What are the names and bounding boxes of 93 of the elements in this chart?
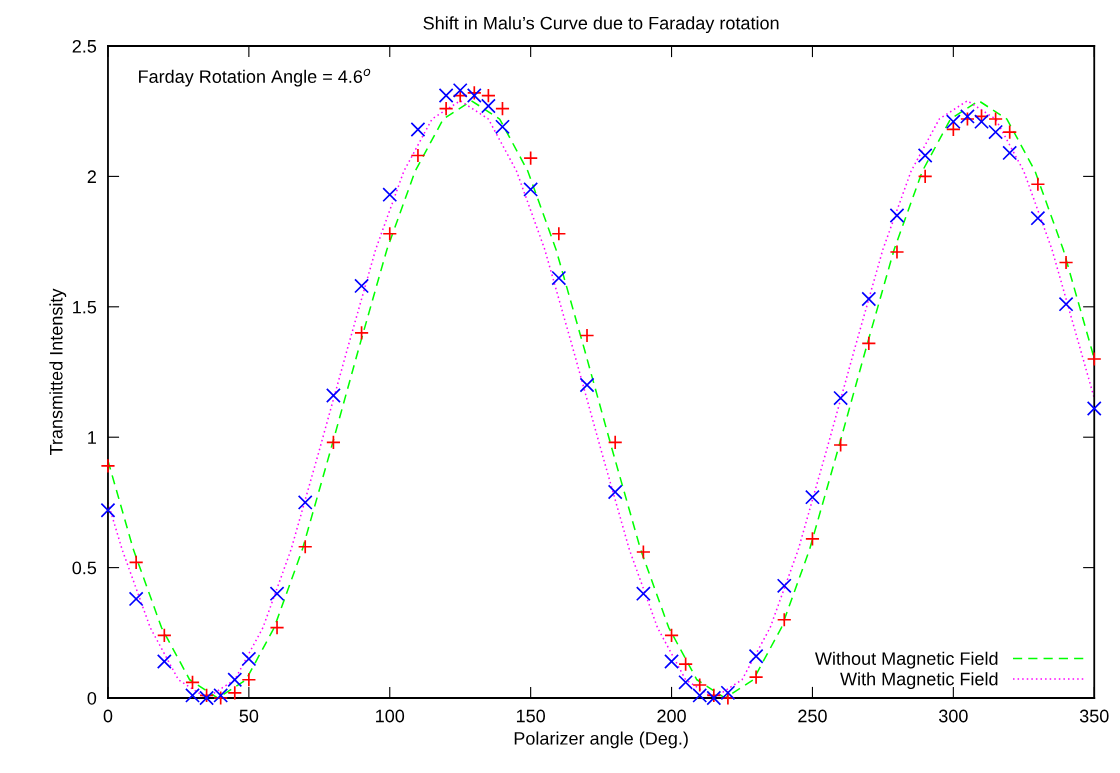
point bbox=[523, 150, 539, 166]
point bbox=[241, 672, 257, 688]
point bbox=[805, 531, 820, 547]
point bbox=[551, 226, 567, 242]
point bbox=[269, 586, 285, 602]
y-tick-label: 0.5 bbox=[72, 561, 97, 575]
point bbox=[833, 390, 849, 406]
point bbox=[100, 458, 116, 474]
point bbox=[720, 685, 736, 701]
point bbox=[1030, 210, 1046, 226]
point bbox=[861, 335, 877, 351]
point bbox=[100, 502, 116, 518]
y-tick-label: 0 bbox=[87, 691, 97, 705]
point bbox=[495, 119, 510, 135]
point bbox=[1002, 145, 1018, 161]
point bbox=[579, 377, 595, 393]
point bbox=[889, 208, 905, 223]
point bbox=[776, 578, 792, 594]
point bbox=[861, 291, 877, 307]
y-tick-label: 2.5 bbox=[72, 39, 97, 53]
point bbox=[325, 435, 341, 450]
point bbox=[410, 122, 426, 137]
point bbox=[917, 168, 933, 184]
point bbox=[495, 101, 510, 117]
x-tick-label: 100 bbox=[376, 709, 405, 723]
point bbox=[889, 244, 905, 260]
point bbox=[480, 88, 496, 103]
point bbox=[410, 148, 426, 163]
point bbox=[382, 187, 398, 203]
point bbox=[1058, 255, 1074, 270]
point bbox=[227, 685, 243, 701]
point bbox=[1002, 124, 1018, 140]
annotation: Farday Rotation Angle = 4.6$^{o}$ bbox=[139, 68, 371, 87]
y-tick-label: 1.5 bbox=[73, 300, 97, 314]
point bbox=[579, 328, 595, 343]
point bbox=[945, 122, 961, 137]
x-tick-label: 50 bbox=[239, 709, 259, 723]
x-axis-title: Polarizer angle (Deg.) bbox=[514, 731, 688, 749]
point bbox=[269, 620, 285, 636]
x-tick-label: 250 bbox=[798, 709, 827, 723]
point bbox=[382, 226, 398, 242]
legend-label: Without Magnetic Field bbox=[814, 651, 998, 669]
x-tick-label: 200 bbox=[657, 709, 686, 723]
point bbox=[128, 554, 144, 570]
point bbox=[692, 677, 708, 693]
point bbox=[438, 88, 454, 103]
point bbox=[156, 654, 172, 669]
point bbox=[354, 278, 370, 294]
y-tick-label: 1 bbox=[88, 431, 96, 444]
point bbox=[1058, 296, 1074, 312]
x-tick-label: 350 bbox=[1079, 709, 1109, 723]
point bbox=[1086, 401, 1102, 416]
point bbox=[297, 494, 313, 510]
point bbox=[354, 325, 370, 341]
point bbox=[607, 484, 623, 500]
point bbox=[678, 674, 694, 690]
point bbox=[664, 628, 679, 643]
point bbox=[551, 270, 567, 286]
point bbox=[325, 388, 341, 403]
point bbox=[156, 628, 172, 643]
y-axis-title: Transmitted Intensity bbox=[49, 288, 67, 456]
point bbox=[480, 98, 496, 114]
point bbox=[227, 672, 243, 688]
x-tick-label: 300 bbox=[938, 709, 968, 723]
point bbox=[635, 586, 651, 602]
point bbox=[833, 437, 849, 453]
point bbox=[748, 669, 764, 685]
point bbox=[523, 182, 539, 197]
legend-label: With Magnetic Field bbox=[840, 672, 998, 689]
x-tick-label: 150 bbox=[516, 709, 546, 723]
y-tick-label: 2 bbox=[87, 170, 96, 183]
point bbox=[241, 651, 257, 667]
point bbox=[748, 648, 764, 664]
point bbox=[607, 435, 623, 450]
point bbox=[805, 489, 820, 505]
point bbox=[297, 539, 313, 555]
point bbox=[452, 82, 468, 98]
point bbox=[678, 656, 694, 672]
point bbox=[776, 612, 792, 628]
point bbox=[664, 654, 679, 669]
point bbox=[128, 591, 144, 607]
point bbox=[917, 148, 933, 163]
point bbox=[1086, 351, 1102, 367]
point bbox=[185, 674, 200, 690]
point bbox=[438, 101, 454, 117]
point bbox=[988, 124, 1004, 140]
point bbox=[974, 114, 989, 130]
x-tick-label: 0 bbox=[103, 709, 113, 723]
point bbox=[635, 544, 651, 560]
chart-title: Shift in Malu’s Curve due to Faraday rotation bbox=[423, 16, 779, 34]
point bbox=[1030, 176, 1046, 192]
point bbox=[945, 114, 961, 130]
point bbox=[988, 111, 1004, 127]
